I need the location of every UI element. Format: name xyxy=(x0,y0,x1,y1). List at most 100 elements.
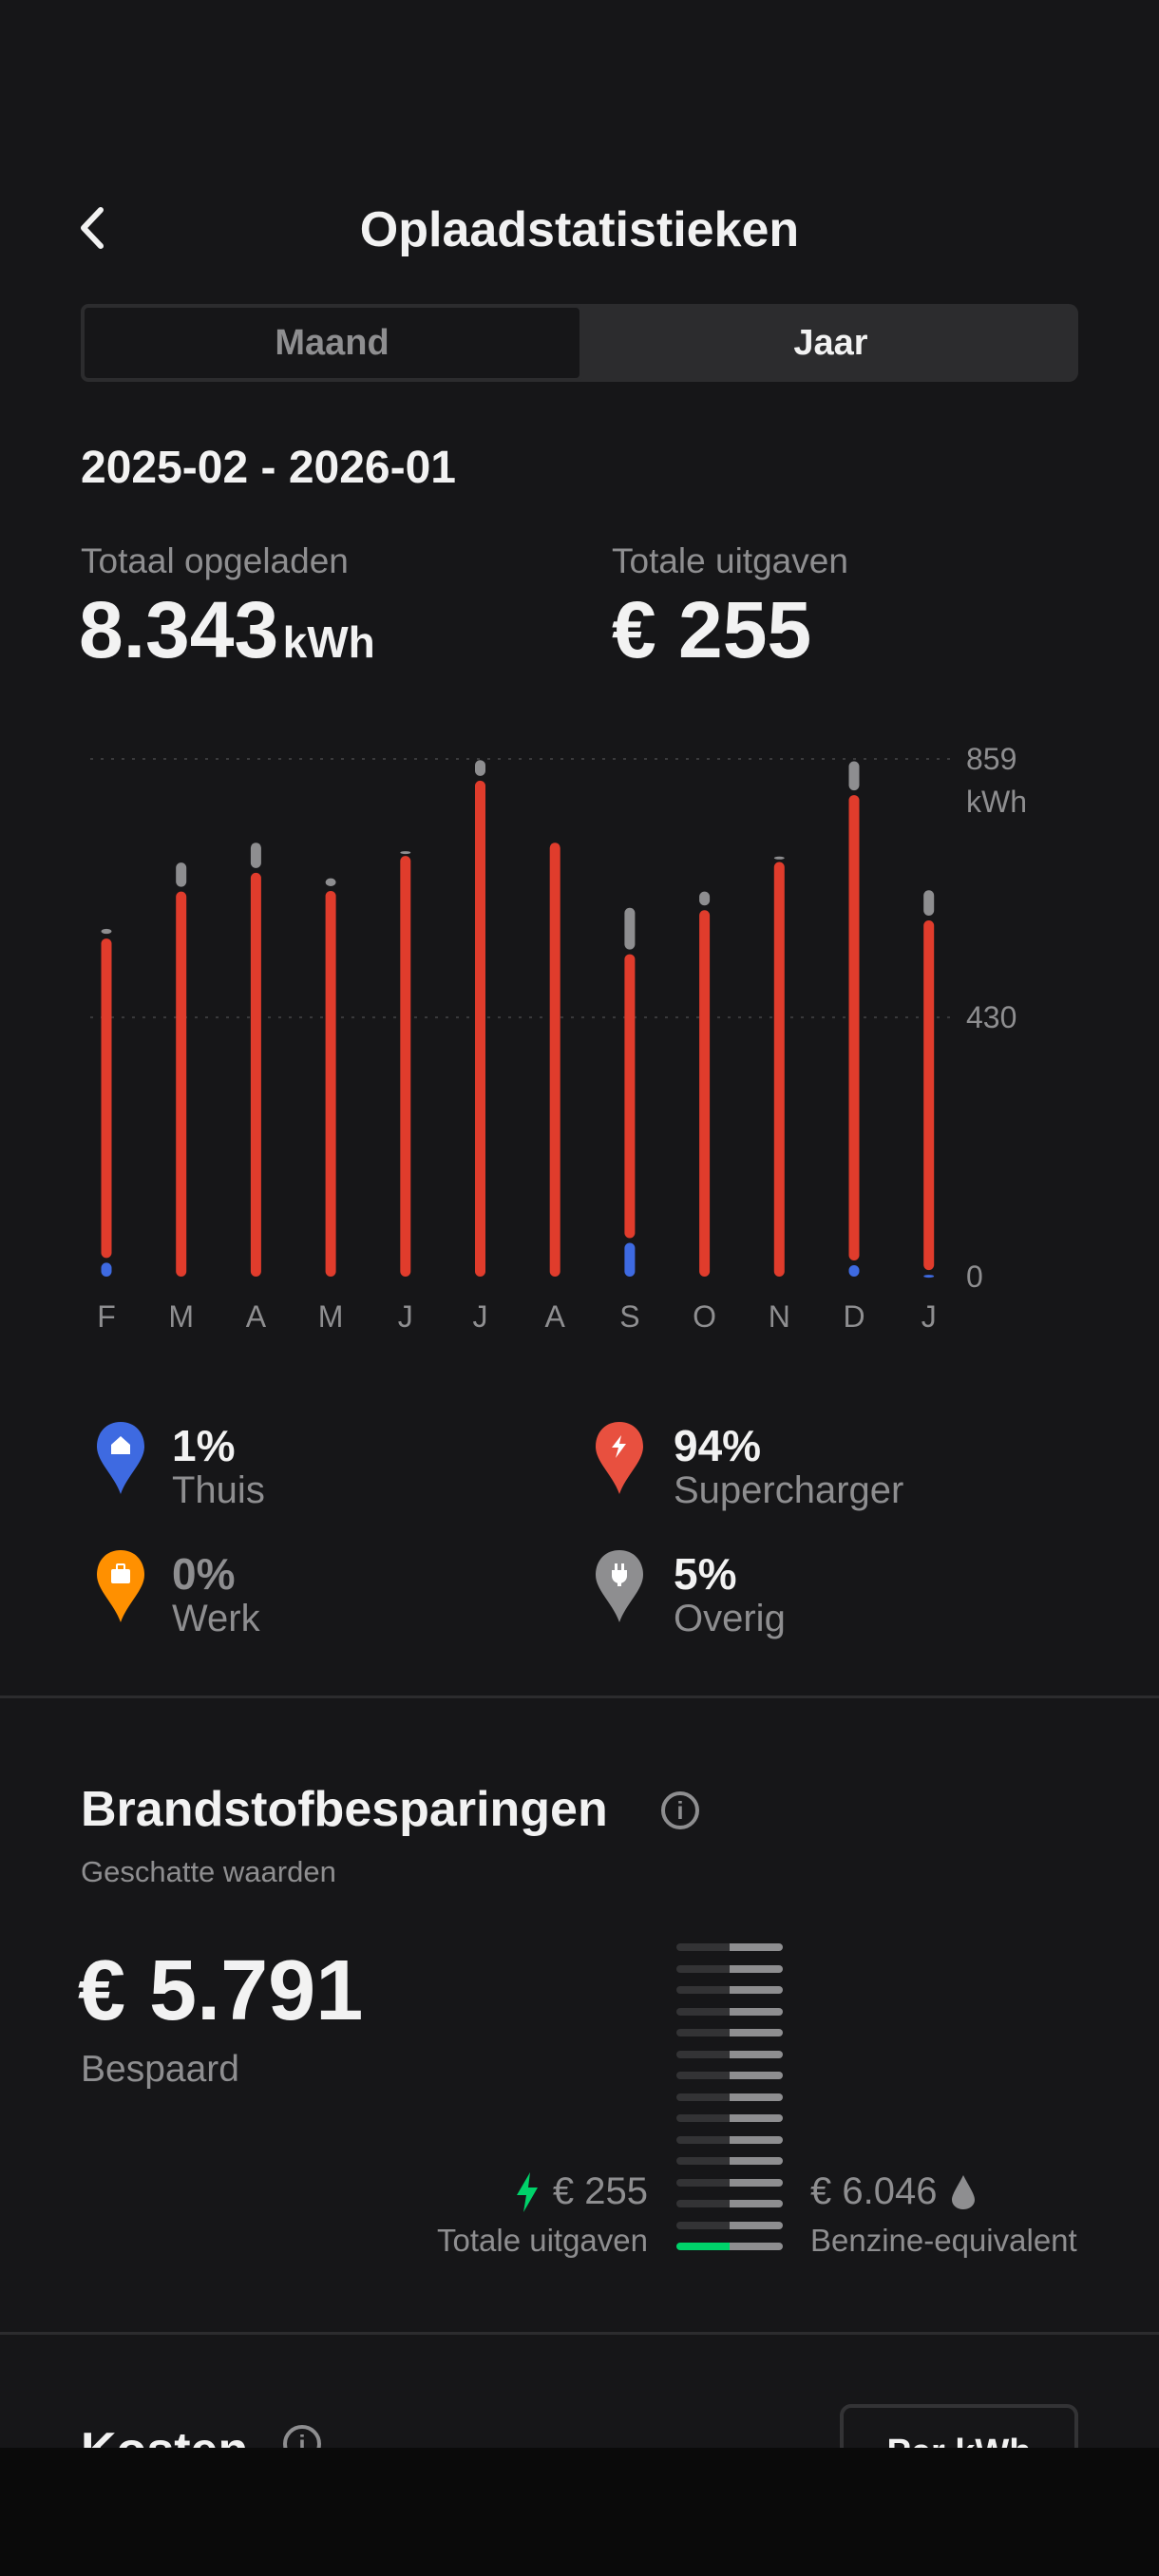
stack-segment xyxy=(676,2178,732,2187)
electric-value: € 255 xyxy=(552,2170,648,2212)
petrol-cost-segment xyxy=(730,1964,783,1973)
bar-home xyxy=(624,1242,636,1277)
bar-supercharger xyxy=(848,795,860,1260)
y-unit-label: kWh xyxy=(966,785,1027,819)
stack-segment xyxy=(676,1986,732,1994)
x-tick-label: J xyxy=(398,1299,413,1334)
legend-label: Overig xyxy=(674,1598,786,1639)
stack-segment xyxy=(676,2157,732,2165)
petrol-cost-segment xyxy=(730,1986,783,1994)
bar-supercharger xyxy=(549,843,560,1277)
bar-other xyxy=(773,856,785,860)
stack-segment xyxy=(676,2093,732,2101)
bar-supercharger xyxy=(176,891,187,1277)
bar-supercharger xyxy=(101,938,112,1259)
bar-supercharger xyxy=(475,780,485,1277)
stack-segment xyxy=(676,2007,732,2016)
stack-segment xyxy=(676,1943,732,1951)
lightning-icon xyxy=(516,2171,538,2212)
bar-other xyxy=(475,760,485,776)
x-tick-label: D xyxy=(843,1299,864,1334)
spent-label: Totale uitgaven xyxy=(612,541,848,580)
petrol-cost: € 6.046 xyxy=(810,2170,976,2213)
section-divider xyxy=(0,1695,1159,1698)
section-divider xyxy=(0,2332,1159,2335)
bar-home xyxy=(848,1264,860,1277)
fuel-comparison-graphic xyxy=(676,1943,783,2252)
monthly-charging-chart: 0 430 859 kWh F M A M J J A S O N D J xyxy=(90,742,1027,1334)
bar-supercharger xyxy=(699,910,711,1277)
tab-maand[interactable]: Maand xyxy=(81,304,583,382)
bar-home xyxy=(923,1275,935,1279)
petrol-cost-segment xyxy=(730,2007,783,2016)
x-tick-label: S xyxy=(619,1299,639,1334)
electric-cost-bar xyxy=(676,2243,732,2250)
x-tick-label: A xyxy=(545,1299,566,1334)
briefcase-pin-icon xyxy=(97,1550,144,1622)
electric-cost: € 255 xyxy=(515,2170,648,2213)
tab-jaar[interactable]: Jaar xyxy=(793,322,868,363)
plug-pin-icon xyxy=(596,1550,643,1622)
back-chevron-icon[interactable] xyxy=(74,204,112,252)
stack-segment xyxy=(676,2221,732,2229)
bar-other xyxy=(400,851,411,855)
legend-label: Supercharger xyxy=(674,1469,904,1511)
page-title: Oplaadstatistieken xyxy=(359,202,800,257)
bar-other xyxy=(250,843,261,868)
electric-label: Totale uitgaven xyxy=(437,2223,648,2258)
x-tick-label: J xyxy=(473,1299,488,1334)
petrol-cost-segment xyxy=(730,2221,783,2229)
bar-supercharger xyxy=(250,872,261,1277)
charged-value: 8.343 xyxy=(79,585,279,674)
fuel-savings-title: Brandstofbesparingen xyxy=(81,1782,608,1837)
navigation-bar-area xyxy=(0,2448,1159,2576)
x-tick-label: A xyxy=(246,1299,267,1334)
period-segmented-control: Maand Jaar xyxy=(81,304,1078,382)
petrol-cost-segment xyxy=(730,2093,783,2101)
fuel-subtitle: Geschatte waarden xyxy=(81,1855,336,1888)
petrol-cost-segment xyxy=(730,2050,783,2058)
saved-value: € 5.791 xyxy=(78,1943,364,2038)
bar-supercharger xyxy=(923,920,935,1271)
stack-segment xyxy=(676,2029,732,2036)
spent-value: € 255 xyxy=(612,585,812,674)
petrol-value: € 6.046 xyxy=(810,2170,938,2212)
bar-other xyxy=(176,862,187,887)
petrol-cost-segment xyxy=(730,2135,783,2144)
petrol-cost-segment xyxy=(730,2072,783,2079)
stack-segment xyxy=(676,2050,732,2058)
petrol-cost-segment xyxy=(730,1943,783,1951)
legend-item-thuis xyxy=(95,1420,146,1501)
y-tick-label: 430 xyxy=(966,1000,1016,1034)
bar-other xyxy=(699,891,711,906)
period-range: 2025-02 - 2026-01 xyxy=(81,443,456,493)
petrol-label: Benzine-equivalent xyxy=(810,2223,1077,2258)
petrol-cost-segment xyxy=(730,2029,783,2036)
petrol-cost-segment xyxy=(730,2200,783,2207)
fuel-info-icon[interactable]: i xyxy=(661,1791,699,1829)
x-tick-label: M xyxy=(318,1299,344,1334)
petrol-cost-segment xyxy=(730,2114,783,2122)
petrol-cost-segment xyxy=(730,2243,783,2250)
x-tick-label: N xyxy=(769,1299,790,1334)
saved-label: Bespaard xyxy=(81,2049,239,2090)
x-tick-label: F xyxy=(97,1299,116,1334)
bar-supercharger xyxy=(624,954,636,1239)
x-tick-label: M xyxy=(168,1299,194,1334)
charged-total: 8.343 kWh xyxy=(79,584,375,676)
bar-home xyxy=(101,1262,112,1277)
bar-other xyxy=(923,890,935,917)
x-tick-label: O xyxy=(693,1299,716,1334)
charged-label: Totaal opgeladen xyxy=(81,541,349,580)
stack-segment xyxy=(676,2135,732,2144)
fuel-drop-icon xyxy=(952,2174,976,2209)
stack-segment xyxy=(676,2072,732,2079)
legend-percent: 1% xyxy=(172,1421,236,1470)
stack-segment xyxy=(676,2114,732,2122)
lightning-pin-icon xyxy=(596,1422,643,1494)
bar-other xyxy=(101,928,112,935)
bar-supercharger xyxy=(400,856,411,1277)
petrol-cost-segment xyxy=(730,2178,783,2187)
legend-percent: 5% xyxy=(674,1549,737,1599)
bar-supercharger xyxy=(325,890,336,1277)
